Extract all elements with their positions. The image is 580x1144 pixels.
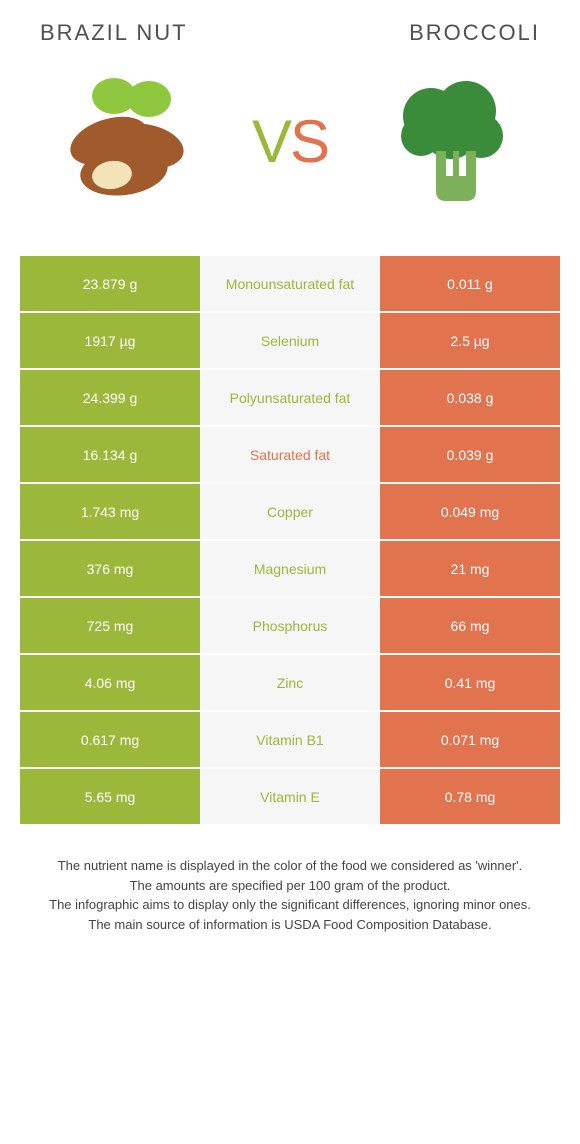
nutrient-label-cell: Selenium [200, 313, 380, 368]
left-value-cell: 4.06 mg [20, 655, 200, 710]
footer-line: The nutrient name is displayed in the co… [30, 856, 550, 876]
nutrient-label-cell: Phosphorus [200, 598, 380, 653]
left-value-cell: 24.399 g [20, 370, 200, 425]
right-value-cell: 0.038 g [380, 370, 560, 425]
right-value-cell: 2.5 µg [380, 313, 560, 368]
right-value-cell: 0.039 g [380, 427, 560, 482]
right-value-cell: 21 mg [380, 541, 560, 596]
right-food-title: Broccoli [409, 20, 540, 46]
left-value-cell: 376 mg [20, 541, 200, 596]
nutrient-label-cell: Vitamin E [200, 769, 380, 824]
nutrient-label-cell: Zinc [200, 655, 380, 710]
footer-line: The infographic aims to display only the… [30, 895, 550, 915]
footer-line: The main source of information is USDA F… [30, 915, 550, 935]
nutrient-label-cell: Saturated fat [200, 427, 380, 482]
left-value-cell: 1917 µg [20, 313, 200, 368]
table-row: 0.617 mgVitamin B10.071 mg [20, 712, 560, 767]
left-value-cell: 23.879 g [20, 256, 200, 311]
table-row: 5.65 mgVitamin E0.78 mg [20, 769, 560, 824]
nutrient-label-cell: Polyunsaturated fat [200, 370, 380, 425]
footer-notes: The nutrient name is displayed in the co… [0, 826, 580, 934]
left-food-title: Brazil nut [40, 20, 188, 46]
right-value-cell: 0.41 mg [380, 655, 560, 710]
nutrient-label-cell: Vitamin B1 [200, 712, 380, 767]
left-value-cell: 5.65 mg [20, 769, 200, 824]
left-value-cell: 1.743 mg [20, 484, 200, 539]
table-row: 4.06 mgZinc0.41 mg [20, 655, 560, 710]
footer-line: The amounts are specified per 100 gram o… [30, 876, 550, 896]
nutrient-label-cell: Magnesium [200, 541, 380, 596]
header: Brazil nut Broccoli [0, 20, 580, 46]
broccoli-icon [376, 66, 526, 216]
brazil-nut-icon [54, 66, 204, 216]
vs-label: VS [252, 107, 328, 176]
left-value-cell: 0.617 mg [20, 712, 200, 767]
comparison-table: 23.879 gMonounsaturated fat0.011 g1917 µ… [0, 256, 580, 824]
vs-s-letter: S [290, 108, 328, 175]
table-row: 1.743 mgCopper0.049 mg [20, 484, 560, 539]
nutrient-label-cell: Copper [200, 484, 380, 539]
left-value-cell: 725 mg [20, 598, 200, 653]
table-row: 24.399 gPolyunsaturated fat0.038 g [20, 370, 560, 425]
table-row: 376 mgMagnesium21 mg [20, 541, 560, 596]
table-row: 725 mgPhosphorus66 mg [20, 598, 560, 653]
table-row: 16.134 gSaturated fat0.039 g [20, 427, 560, 482]
table-row: 23.879 gMonounsaturated fat0.011 g [20, 256, 560, 311]
images-row: VS [0, 66, 580, 216]
left-value-cell: 16.134 g [20, 427, 200, 482]
right-value-cell: 0.011 g [380, 256, 560, 311]
table-row: 1917 µgSelenium2.5 µg [20, 313, 560, 368]
right-value-cell: 66 mg [380, 598, 560, 653]
right-value-cell: 0.071 mg [380, 712, 560, 767]
right-value-cell: 0.78 mg [380, 769, 560, 824]
nutrient-label-cell: Monounsaturated fat [200, 256, 380, 311]
vs-v-letter: V [252, 108, 290, 175]
right-value-cell: 0.049 mg [380, 484, 560, 539]
